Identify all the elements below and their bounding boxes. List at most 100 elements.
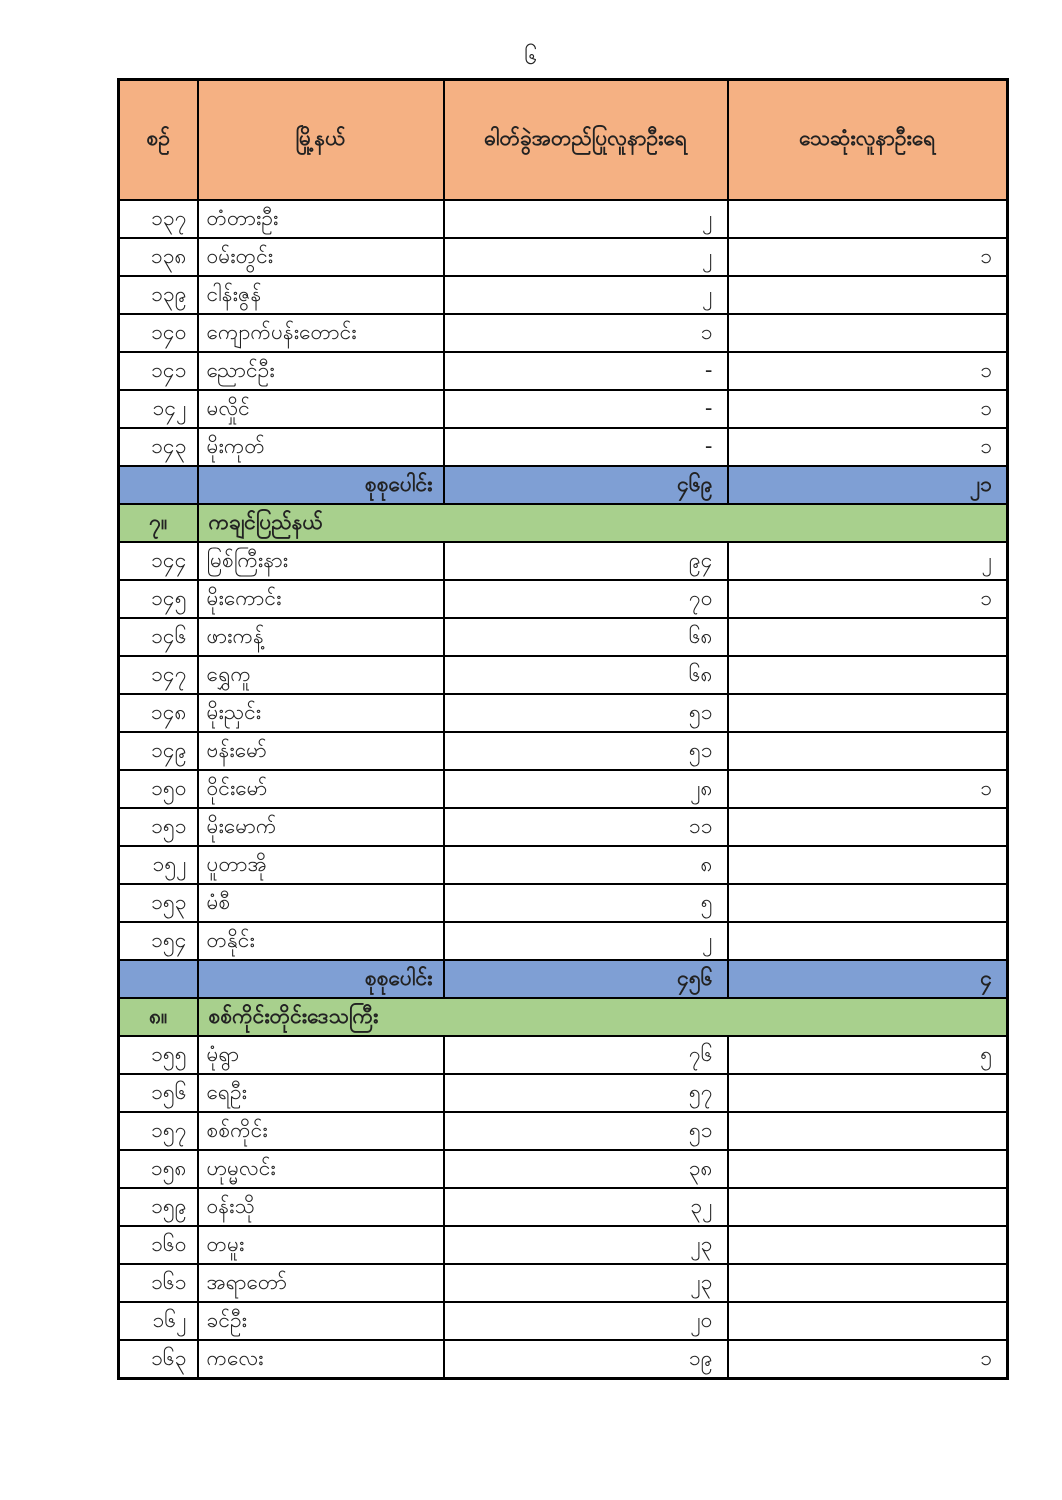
confirmed-cell: ၅၁ xyxy=(442,693,729,733)
serial-cell: ၁၄၃ xyxy=(117,427,199,467)
table-row: ၁၄၄ မြစ်ကြီးနား ၉၄၂ xyxy=(117,541,1009,581)
township-cases-table: စဉ် မြို့နယ် ဓါတ်ခွဲအတည်ပြုလူနာဦးရေ သေဆု… xyxy=(117,78,1009,1380)
table-row: ၁၄၆ ဖားကန့် ၆၈ xyxy=(117,617,1009,657)
deaths-cell xyxy=(726,199,1009,239)
total-row: စုစုပေါင်း ၄၆၉ ၂၁ xyxy=(117,465,1009,505)
confirmed-cell: ၁ xyxy=(442,313,729,353)
township-cell: မိုးကောင်း xyxy=(196,579,445,619)
serial-cell: ၁၆၃ xyxy=(117,1339,199,1380)
serial-cell: ၁၅၇ xyxy=(117,1111,199,1151)
township-cell: ပူတာအို xyxy=(196,845,445,885)
table-row: ၁၅၇ စစ်ကိုင်း ၅၁ xyxy=(117,1111,1009,1151)
deaths-cell: ၁ xyxy=(726,351,1009,391)
serial-cell: ၁၄၇ xyxy=(117,655,199,695)
confirmed-cell: ၅၁ xyxy=(442,1111,729,1151)
serial-cell: ၁၆၀ xyxy=(117,1225,199,1265)
deaths-cell xyxy=(726,617,1009,657)
table-row: ၁၆၀ တမူး ၂၃ xyxy=(117,1225,1009,1265)
section-number-cell: ၈။ xyxy=(117,997,199,1037)
serial-cell: ၁၅၃ xyxy=(117,883,199,923)
deaths-cell xyxy=(726,845,1009,885)
confirmed-cell: ၂၈ xyxy=(442,769,729,809)
header-confirmed-patients: ဓါတ်ခွဲအတည်ပြုလူနာဦးရေ xyxy=(442,78,729,201)
deaths-cell xyxy=(726,921,1009,961)
deaths-cell xyxy=(726,1225,1009,1265)
township-cell: ငါန်းဇွန် xyxy=(196,275,445,315)
table-row: ၁၄၃ မိုးကုတ် -၁ xyxy=(117,427,1009,467)
confirmed-cell: ၃၈ xyxy=(442,1149,729,1189)
township-cell: တနိုင်း xyxy=(196,921,445,961)
deaths-cell xyxy=(726,693,1009,733)
serial-cell: ၁၅၆ xyxy=(117,1073,199,1113)
township-cell: ကလေး xyxy=(196,1339,445,1380)
table-row: ၁၅၈ ဟုမ္မလင်း ၃၈ xyxy=(117,1149,1009,1189)
table-row: ၁၄၂ မလှိုင် -၁ xyxy=(117,389,1009,429)
confirmed-cell: ၅ xyxy=(442,883,729,923)
table-row: ၁၅၅ မုံရွာ ၇၆၅ xyxy=(117,1035,1009,1075)
table-row: ၁၆၁ အရာတော် ၂၃ xyxy=(117,1263,1009,1303)
serial-cell: ၁၅၁ xyxy=(117,807,199,847)
header-row: စဉ် မြို့နယ် ဓါတ်ခွဲအတည်ပြုလူနာဦးရေ သေဆု… xyxy=(117,78,1009,201)
table-row: ၁၄၅ မိုးကောင်း ၇၀၁ xyxy=(117,579,1009,619)
township-cell: ညောင်ဦး xyxy=(196,351,445,391)
serial-cell: ၁၅၀ xyxy=(117,769,199,809)
total-label-cell: စုစုပေါင်း xyxy=(196,465,445,505)
confirmed-cell: ၆၈ xyxy=(442,655,729,695)
section-row: ၇။ ကချင်ပြည်နယ် xyxy=(117,503,1009,543)
deaths-cell xyxy=(726,313,1009,353)
deaths-cell xyxy=(726,275,1009,315)
total-label-cell: စုစုပေါင်း xyxy=(196,959,445,999)
table-row: ၁၄၁ ညောင်ဦး -၁ xyxy=(117,351,1009,391)
deaths-cell xyxy=(726,807,1009,847)
serial-cell: ၁၅၅ xyxy=(117,1035,199,1075)
township-cell: မြစ်ကြီးနား xyxy=(196,541,445,581)
table-row: ၁၃၇ တံတားဦး၂ xyxy=(117,199,1009,239)
township-cell: မိုးမောက် xyxy=(196,807,445,847)
serial-cell: ၁၄၁ xyxy=(117,351,199,391)
header-serial: စဉ် xyxy=(117,78,199,201)
confirmed-cell: ၂ xyxy=(442,921,729,961)
confirmed-cell: ၂၀ xyxy=(442,1301,729,1341)
deaths-cell xyxy=(726,1073,1009,1113)
section-number-cell: ၇။ xyxy=(117,503,199,543)
deaths-cell xyxy=(726,1187,1009,1227)
township-cell: ရွှေကူ xyxy=(196,655,445,695)
serial-cell: ၁၅၈ xyxy=(117,1149,199,1189)
total-blank-cell xyxy=(117,959,199,999)
township-cell: ရေဦး xyxy=(196,1073,445,1113)
serial-cell: ၁၄၀ xyxy=(117,313,199,353)
township-cell: ကျောက်ပန်းတောင်း xyxy=(196,313,445,353)
confirmed-cell: ၅၁ xyxy=(442,731,729,771)
total-row: စုစုပေါင်း ၄၅၆၄ xyxy=(117,959,1009,999)
section-name-cell: စစ်ကိုင်းတိုင်းဒေသကြီး xyxy=(196,997,1009,1037)
table-row: ၁၅၃ မံစီ၅ xyxy=(117,883,1009,923)
total-deaths-cell: ၄ xyxy=(726,959,1009,999)
serial-cell: ၁၄၅ xyxy=(117,579,199,619)
confirmed-cell: ၇၀ xyxy=(442,579,729,619)
township-cell: မလှိုင် xyxy=(196,389,445,429)
deaths-cell: ၁ xyxy=(726,769,1009,809)
table-row: ၁၃၉ ငါန်းဇွန်၂ xyxy=(117,275,1009,315)
township-cell: အရာတော် xyxy=(196,1263,445,1303)
serial-cell: ၁၄၉ xyxy=(117,731,199,771)
deaths-cell: ၁ xyxy=(726,579,1009,619)
serial-cell: ၁၆၂ xyxy=(117,1301,199,1341)
confirmed-cell: ၅၇ xyxy=(442,1073,729,1113)
serial-cell: ၁၄၂ xyxy=(117,389,199,429)
serial-cell: ၁၅၉ xyxy=(117,1187,199,1227)
township-cell: မိုးညှင်း xyxy=(196,693,445,733)
township-cell: ဝန်းသို xyxy=(196,1187,445,1227)
confirmed-cell: ၂ xyxy=(442,237,729,277)
table-row: ၁၅၂ ပူတာအို၈ xyxy=(117,845,1009,885)
total-confirmed-cell: ၄၆၉ xyxy=(442,465,729,505)
table-row: ၁၅၉ ဝန်းသို ၃၂ xyxy=(117,1187,1009,1227)
township-cell: ဟုမ္မလင်း xyxy=(196,1149,445,1189)
confirmed-cell: ၇၆ xyxy=(442,1035,729,1075)
deaths-cell xyxy=(726,655,1009,695)
confirmed-cell: - xyxy=(442,351,729,391)
header-township: မြို့နယ် xyxy=(196,78,445,201)
serial-cell: ၁၅၄ xyxy=(117,921,199,961)
total-blank-cell xyxy=(117,465,199,505)
table-row: ၁၃၈ ဝမ်းတွင်း၂၁ xyxy=(117,237,1009,277)
